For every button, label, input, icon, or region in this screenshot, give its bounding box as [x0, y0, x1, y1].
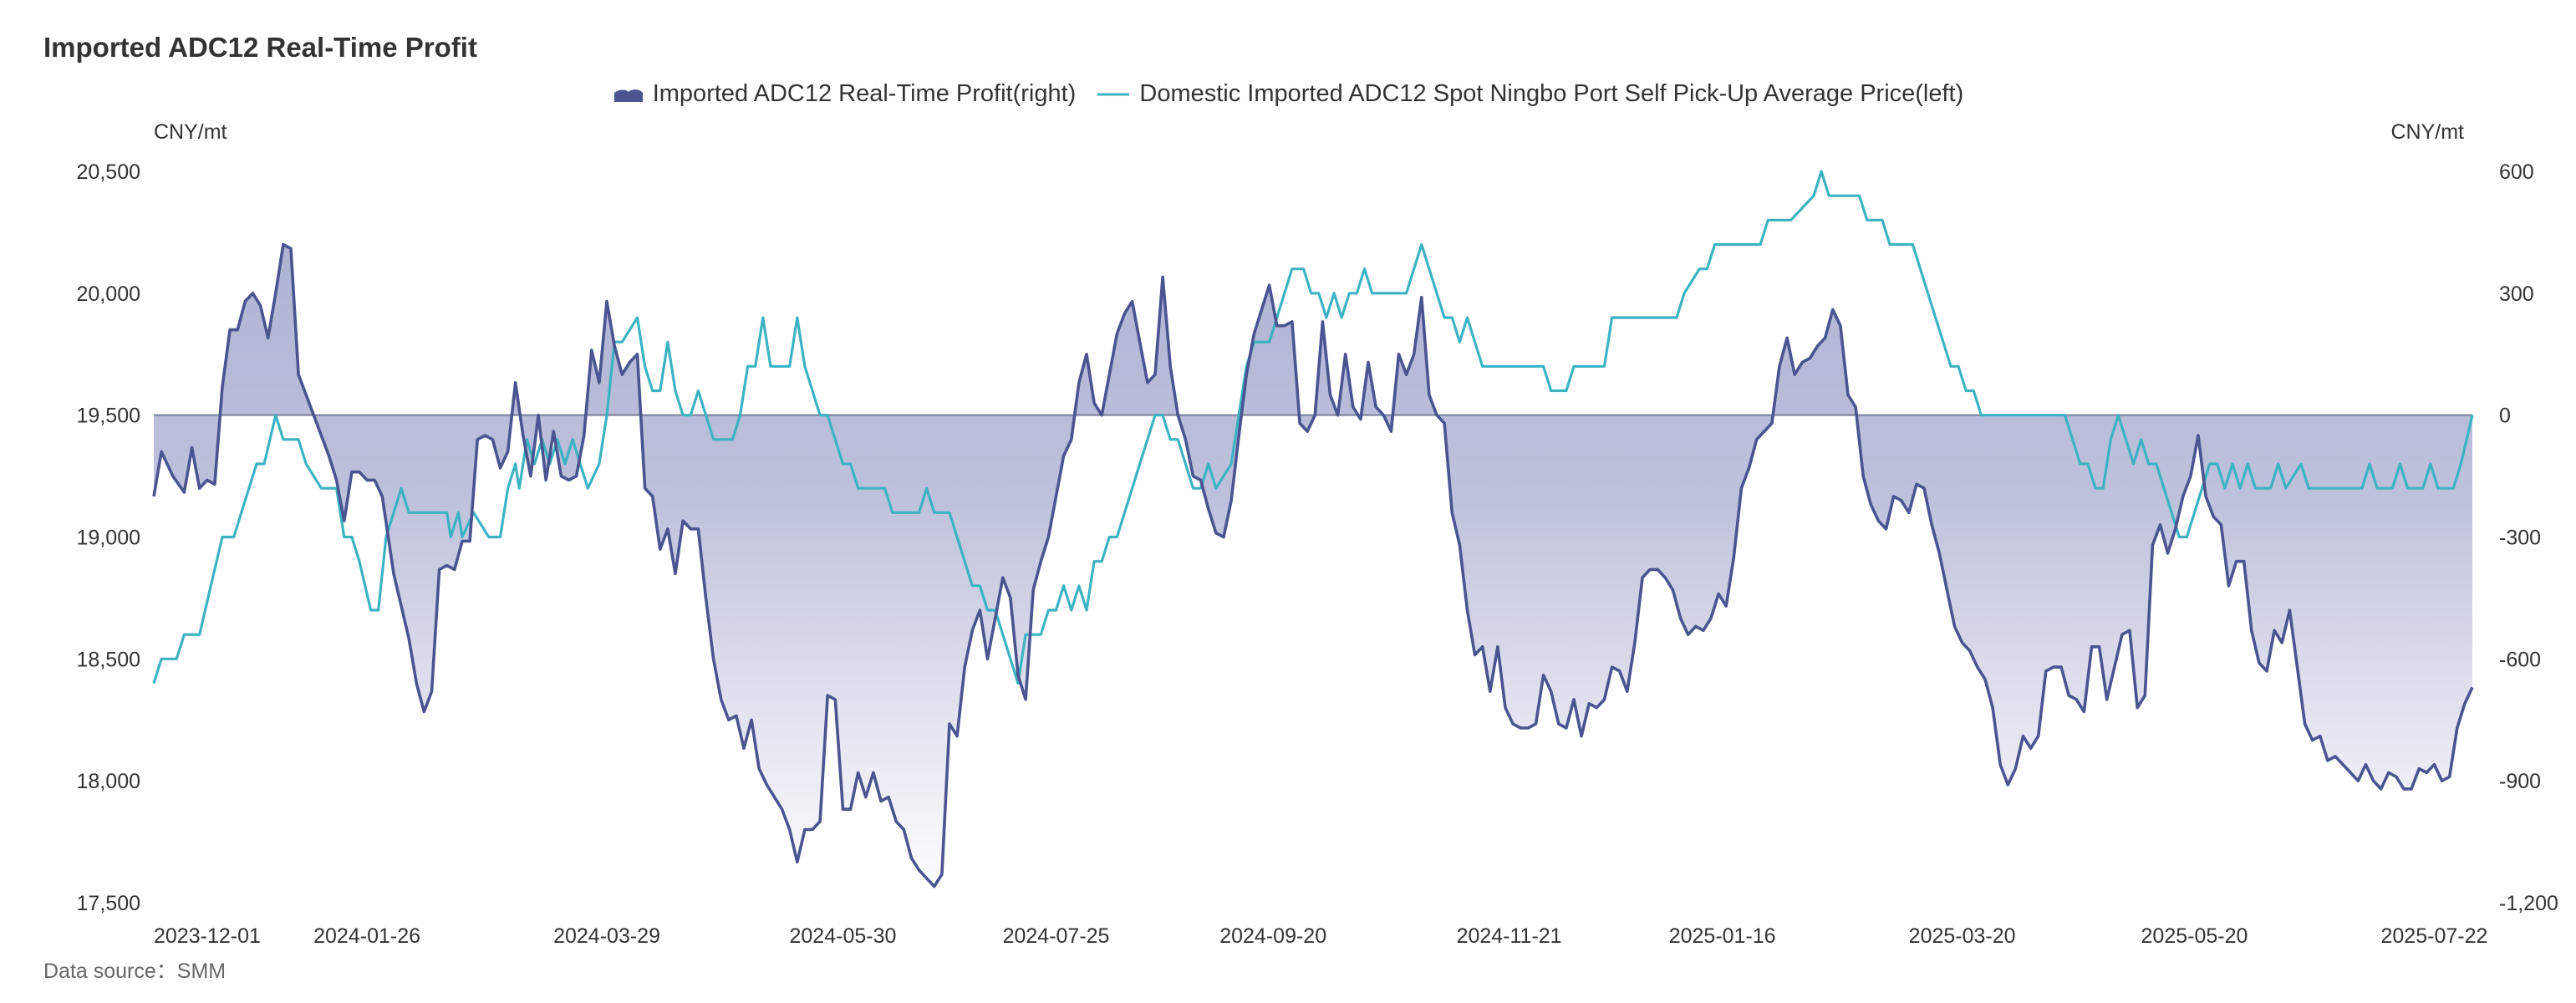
data-source: Data source：SMM: [43, 960, 227, 983]
chart-title: Imported ADC12 Real-Time Profit: [43, 32, 477, 63]
series-line-profit: [152, 242, 2474, 888]
x-tick-label: 2025-01-16: [1669, 924, 1776, 948]
y-left-tick-label: 19,000: [77, 527, 140, 550]
legend-label-profit: Imported ADC12 Real-Time Profit(right): [652, 80, 1077, 107]
x-tick-label: 2025-07-22: [2381, 924, 2488, 948]
x-tick-label: 2024-01-26: [313, 924, 420, 948]
legend-swatch-line-icon: [1097, 93, 1130, 95]
y-left-tick-label: 20,000: [77, 283, 140, 306]
y-right-tick-label: 0: [2499, 405, 2511, 428]
x-tick-label: 2025-05-20: [2141, 924, 2248, 948]
y-right-tick-label: -300: [2499, 527, 2541, 550]
x-tick-label: 2024-03-29: [553, 924, 660, 948]
legend-label-price: Domestic Imported ADC12 Spot Ningbo Port…: [1139, 80, 1964, 107]
y-right-tick-label: -600: [2499, 648, 2541, 671]
y-right-unit-label: CNY/mt: [2390, 120, 2465, 144]
x-tick-label: 2024-07-25: [1003, 924, 1110, 948]
series-area-profit: [154, 244, 2472, 887]
y-right-tick-label: 600: [2499, 160, 2534, 184]
x-tick-label: 2024-09-20: [1219, 924, 1326, 948]
y-right-tick-label: -900: [2499, 770, 2541, 793]
y-left-tick-label: 17,500: [77, 892, 140, 915]
y-left-unit-label: CNY/mt: [154, 120, 227, 144]
y-left-tick-label: 18,500: [77, 648, 140, 671]
chart-legend: Imported ADC12 Real-Time Profit(right) D…: [0, 80, 2576, 110]
y-left-tick-label: 18,000: [77, 770, 140, 793]
x-tick-label: 2024-11-21: [1457, 924, 1562, 948]
legend-swatch-area-icon: [613, 89, 643, 102]
x-tick-label: 2025-03-20: [1909, 924, 2016, 948]
y-right-tick-label: 300: [2499, 283, 2534, 306]
legend-item-profit[interactable]: Imported ADC12 Real-Time Profit(right): [613, 80, 1077, 108]
x-tick-label: 2023-12-01: [154, 924, 261, 948]
y-right-tick-label: -1,200: [2499, 892, 2558, 915]
series-line-price: [152, 170, 2474, 685]
y-left-tick-label: 19,500: [77, 405, 140, 428]
legend-item-price[interactable]: Domestic Imported ADC12 Spot Ningbo Port…: [1096, 80, 1963, 108]
x-tick-label: 2024-05-30: [790, 924, 897, 948]
y-left-tick-label: 20,500: [77, 160, 140, 184]
